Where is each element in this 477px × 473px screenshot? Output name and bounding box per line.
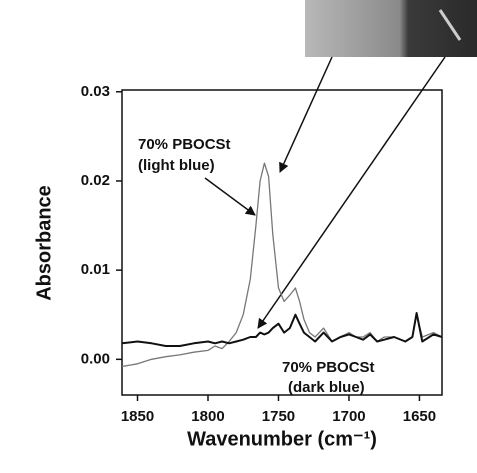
y-tick-label: 0.03 — [81, 83, 110, 100]
inset-photo — [305, 0, 477, 57]
x-tick-label: 1650 — [403, 408, 436, 425]
annotation: 70% PBOCSt — [138, 136, 231, 153]
photo-streak — [438, 9, 462, 41]
x-axis-label: Wavenumber (cm⁻¹) — [187, 428, 377, 450]
arrow — [279, 56, 333, 173]
x-tick-label: 1850 — [121, 408, 154, 425]
series-line — [121, 312, 443, 347]
x-tick-label: 1800 — [191, 408, 224, 425]
y-axis-label: Absorbance — [33, 185, 55, 301]
plot-frame — [121, 89, 443, 396]
y-tick-label: 0.00 — [81, 350, 110, 367]
series-line — [121, 162, 443, 368]
y-tick-label: 0.02 — [81, 172, 110, 189]
annotation: 70% PBOCSt — [282, 359, 375, 376]
y-tick-label: 0.01 — [81, 261, 110, 278]
x-tick-label: 1750 — [262, 408, 295, 425]
arrow — [257, 56, 446, 329]
arrow — [204, 177, 256, 216]
x-tick-label: 1700 — [332, 408, 365, 425]
annotation: (dark blue) — [288, 379, 365, 396]
annotation: (light blue) — [138, 157, 215, 174]
